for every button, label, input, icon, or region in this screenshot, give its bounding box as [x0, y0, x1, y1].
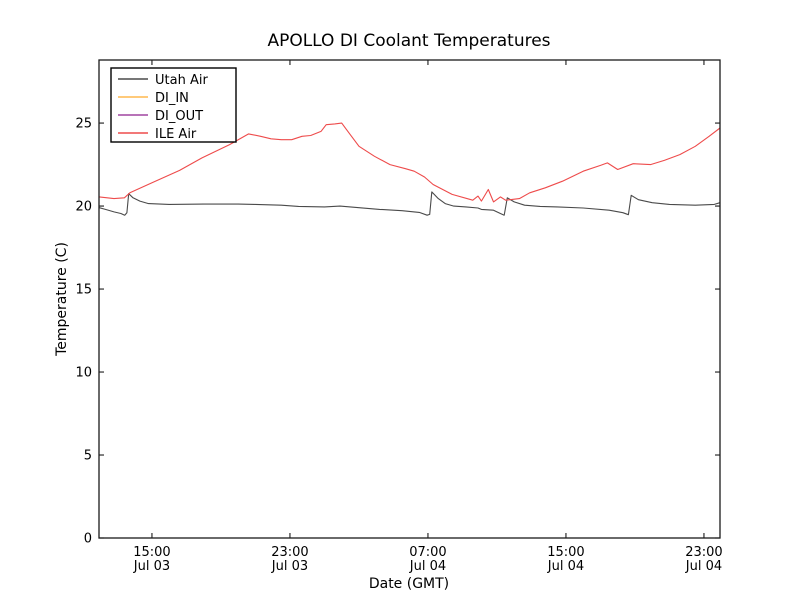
- x-axis-label: Date (GMT): [369, 576, 449, 592]
- legend-label-di-in: DI_IN: [155, 91, 189, 106]
- x-tick-time-label: 15:00: [133, 545, 170, 560]
- legend-box: [110, 67, 237, 143]
- x-tick-date-label: Jul 03: [133, 559, 170, 574]
- legend-label-ile-air: ILE Air: [155, 127, 197, 142]
- x-tick-time-label: 23:00: [685, 545, 722, 560]
- x-tick-time-label: 15:00: [547, 545, 584, 560]
- x-tick-date-label: Jul 03: [271, 559, 308, 574]
- y-tick-label: 5: [84, 449, 92, 464]
- x-tick-date-label: Jul 04: [685, 559, 722, 574]
- x-tick-time-label: 07:00: [409, 545, 446, 560]
- series-line-utah-air: [99, 191, 721, 216]
- y-tick-label: 10: [75, 366, 92, 381]
- legend: Utah Air DI_IN DI_OUT ILE Air: [110, 67, 237, 143]
- axes-spines: [98, 59, 721, 539]
- x-tick-date-label: Jul 04: [547, 559, 584, 574]
- y-tick-label: 15: [75, 283, 92, 298]
- y-tick-label: 25: [75, 117, 92, 132]
- series-line-ile-air: [99, 122, 721, 203]
- legend-label-utah-air: Utah Air: [155, 73, 208, 88]
- legend-label-di-out: DI_OUT: [155, 109, 203, 124]
- y-axis-label: Temperature (C): [54, 242, 70, 357]
- x-tick-date-label: Jul 04: [409, 559, 446, 574]
- chart-title: APOLLO DI Coolant Temperatures: [267, 31, 550, 51]
- x-tick-time-label: 23:00: [271, 545, 308, 560]
- y-tick-label: 0: [84, 532, 92, 547]
- y-tick-label: 20: [75, 200, 92, 215]
- plot-area: [99, 122, 721, 216]
